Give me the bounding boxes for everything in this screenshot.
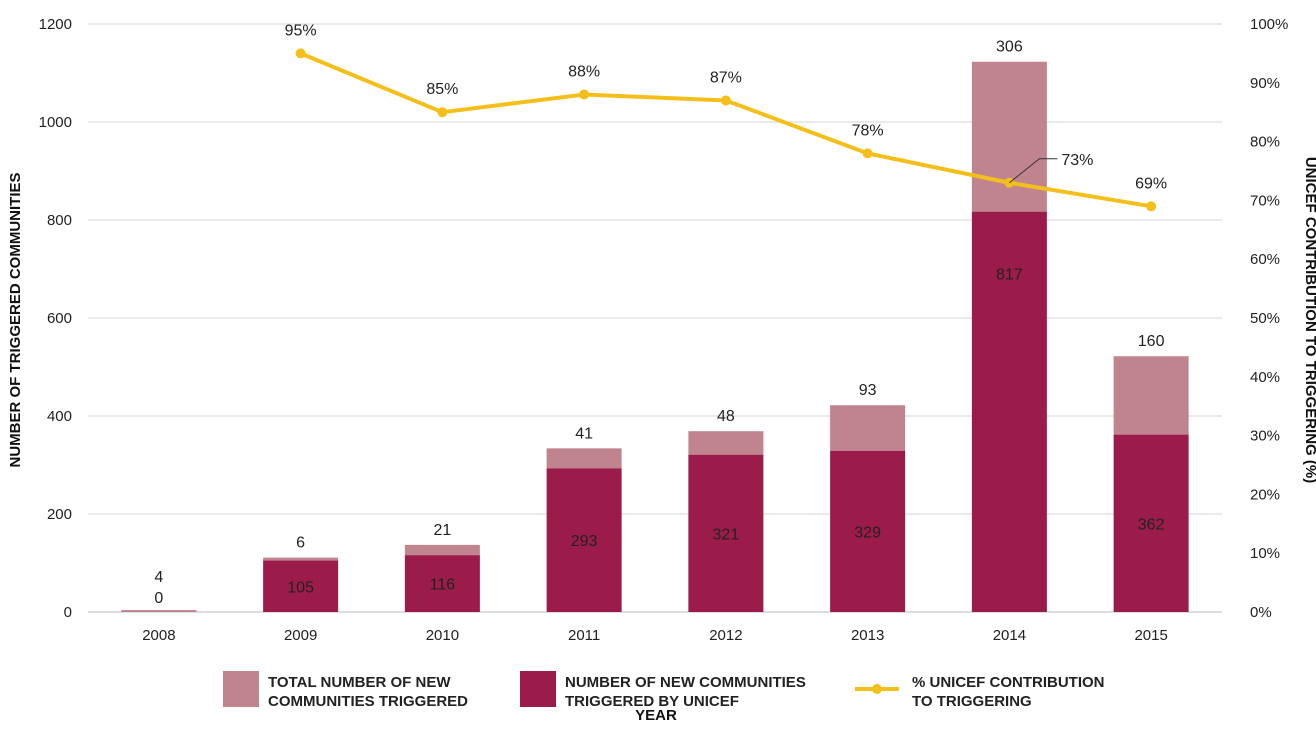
- bar-unicef-segment: [830, 450, 906, 612]
- y-tick-label: 600: [47, 310, 72, 327]
- x-tick-label: 2012: [709, 627, 742, 644]
- y2-tick-label: 70%: [1250, 192, 1280, 209]
- bar-total-segment: [121, 610, 197, 612]
- legend-label: TRIGGERED BY UNICEF: [565, 693, 739, 710]
- legend-swatch: [223, 671, 259, 707]
- data-label-percent: 88%: [568, 64, 600, 81]
- data-label-total: 21: [433, 522, 451, 539]
- y-tick-label: 800: [47, 212, 72, 229]
- data-label-total: 160: [1138, 333, 1165, 350]
- y2-tick-label: 20%: [1250, 486, 1280, 503]
- x-tick-label: 2013: [851, 627, 884, 644]
- y2-tick-label: 100%: [1250, 16, 1288, 33]
- data-label-unicef: 362: [1138, 516, 1165, 533]
- data-label-total: 306: [996, 39, 1023, 56]
- y2-tick-label: 40%: [1250, 369, 1280, 386]
- data-label-percent: 85%: [426, 81, 458, 98]
- bar-total-segment: [404, 544, 480, 556]
- bar-total-segment: [546, 448, 622, 469]
- bar-total-segment: [263, 557, 339, 561]
- data-label-unicef: 329: [854, 524, 881, 541]
- y2-tick-label: 80%: [1250, 134, 1280, 151]
- x-tick-label: 2009: [284, 627, 317, 644]
- data-label-percent: 95%: [285, 22, 317, 39]
- x-tick-label: 2011: [568, 627, 600, 644]
- data-label-unicef: 0: [154, 590, 163, 607]
- data-label-total: 4: [154, 569, 163, 586]
- y-tick-label: 1000: [39, 114, 72, 131]
- bar-unicef-segment: [688, 454, 764, 612]
- bar-unicef-segment: [971, 211, 1047, 613]
- bar-total-segment: [1113, 356, 1189, 435]
- bar-unicef-segment: [546, 468, 622, 612]
- y2-tick-label: 50%: [1250, 310, 1280, 327]
- y-tick-label: 200: [47, 506, 72, 523]
- data-label-unicef: 293: [571, 533, 598, 550]
- data-label-total: 41: [575, 425, 593, 442]
- legend: TOTAL NUMBER OF NEW COMMUNITIES TRIGGERED…: [223, 671, 1105, 710]
- legend-swatch: [520, 671, 556, 707]
- leader-line: [1009, 158, 1058, 184]
- contribution-point: [720, 95, 731, 106]
- contribution-point: [862, 148, 873, 159]
- y2-tick-label: 0%: [1250, 604, 1272, 621]
- data-label-total: 48: [717, 408, 735, 425]
- y2-axis-title: UNICEF CONTRIBUTION TO TRIGGERING (%): [1302, 157, 1316, 483]
- grid-layer: 0200400600800100012000%10%20%30%40%50%60…: [39, 16, 1289, 644]
- data-label-unicef: 116: [430, 577, 456, 594]
- bar-layer: [121, 61, 1189, 613]
- axis-layer: NUMBER OF TRIGGERED COMMUNITIES UNICEF C…: [7, 157, 1316, 724]
- bar-unicef-segment: [404, 555, 480, 612]
- data-label-total: 93: [859, 382, 877, 399]
- data-label-unicef: 321: [713, 526, 740, 543]
- y-tick-label: 1200: [39, 16, 72, 33]
- y2-tick-label: 30%: [1250, 428, 1280, 445]
- y-tick-label: 400: [47, 408, 72, 425]
- data-label-percent: 78%: [852, 122, 884, 139]
- contribution-point: [579, 89, 590, 100]
- x-tick-label: 2015: [1134, 627, 1167, 644]
- contribution-point: [437, 107, 448, 118]
- data-label-total: 6: [296, 535, 305, 552]
- y-axis-title: NUMBER OF TRIGGERED COMMUNITIES: [7, 173, 24, 468]
- y-tick-label: 0: [64, 604, 72, 621]
- bar-unicef-segment: [1113, 434, 1189, 612]
- bar-total-segment: [971, 61, 1047, 212]
- y2-tick-label: 60%: [1250, 251, 1280, 268]
- bar-unicef-segment: [263, 560, 339, 612]
- data-label-unicef: 105: [287, 579, 314, 596]
- bar-total-segment: [688, 431, 764, 455]
- legend-label: % UNICEF CONTRIBUTION: [912, 674, 1105, 691]
- x-tick-label: 2008: [142, 627, 175, 644]
- data-label-percent: 73%: [1061, 152, 1093, 169]
- legend-label: NUMBER OF NEW COMMUNITIES: [565, 674, 806, 691]
- legend-label: TOTAL NUMBER OF NEW: [268, 674, 451, 691]
- data-label-unicef: 817: [996, 267, 1023, 284]
- legend-swatch-marker: [872, 684, 882, 694]
- data-label-percent: 87%: [710, 69, 742, 86]
- data-label-percent: 69%: [1135, 175, 1167, 192]
- legend-label: COMMUNITIES TRIGGERED: [268, 693, 468, 710]
- bar-total-segment: [830, 405, 906, 451]
- y2-tick-label: 10%: [1250, 545, 1280, 562]
- y2-tick-label: 90%: [1250, 75, 1280, 92]
- x-tick-label: 2014: [993, 627, 1026, 644]
- legend-label: TO TRIGGERING: [912, 693, 1032, 710]
- label-layer: 4 0 6 105 21 116 41 293 48 321 93 329 306 817 160 362 95…: [154, 22, 1167, 607]
- x-tick-label: 2010: [426, 627, 459, 644]
- contribution-point: [1146, 201, 1157, 212]
- x-axis-title: YEAR: [635, 707, 677, 724]
- contribution-point: [295, 48, 306, 59]
